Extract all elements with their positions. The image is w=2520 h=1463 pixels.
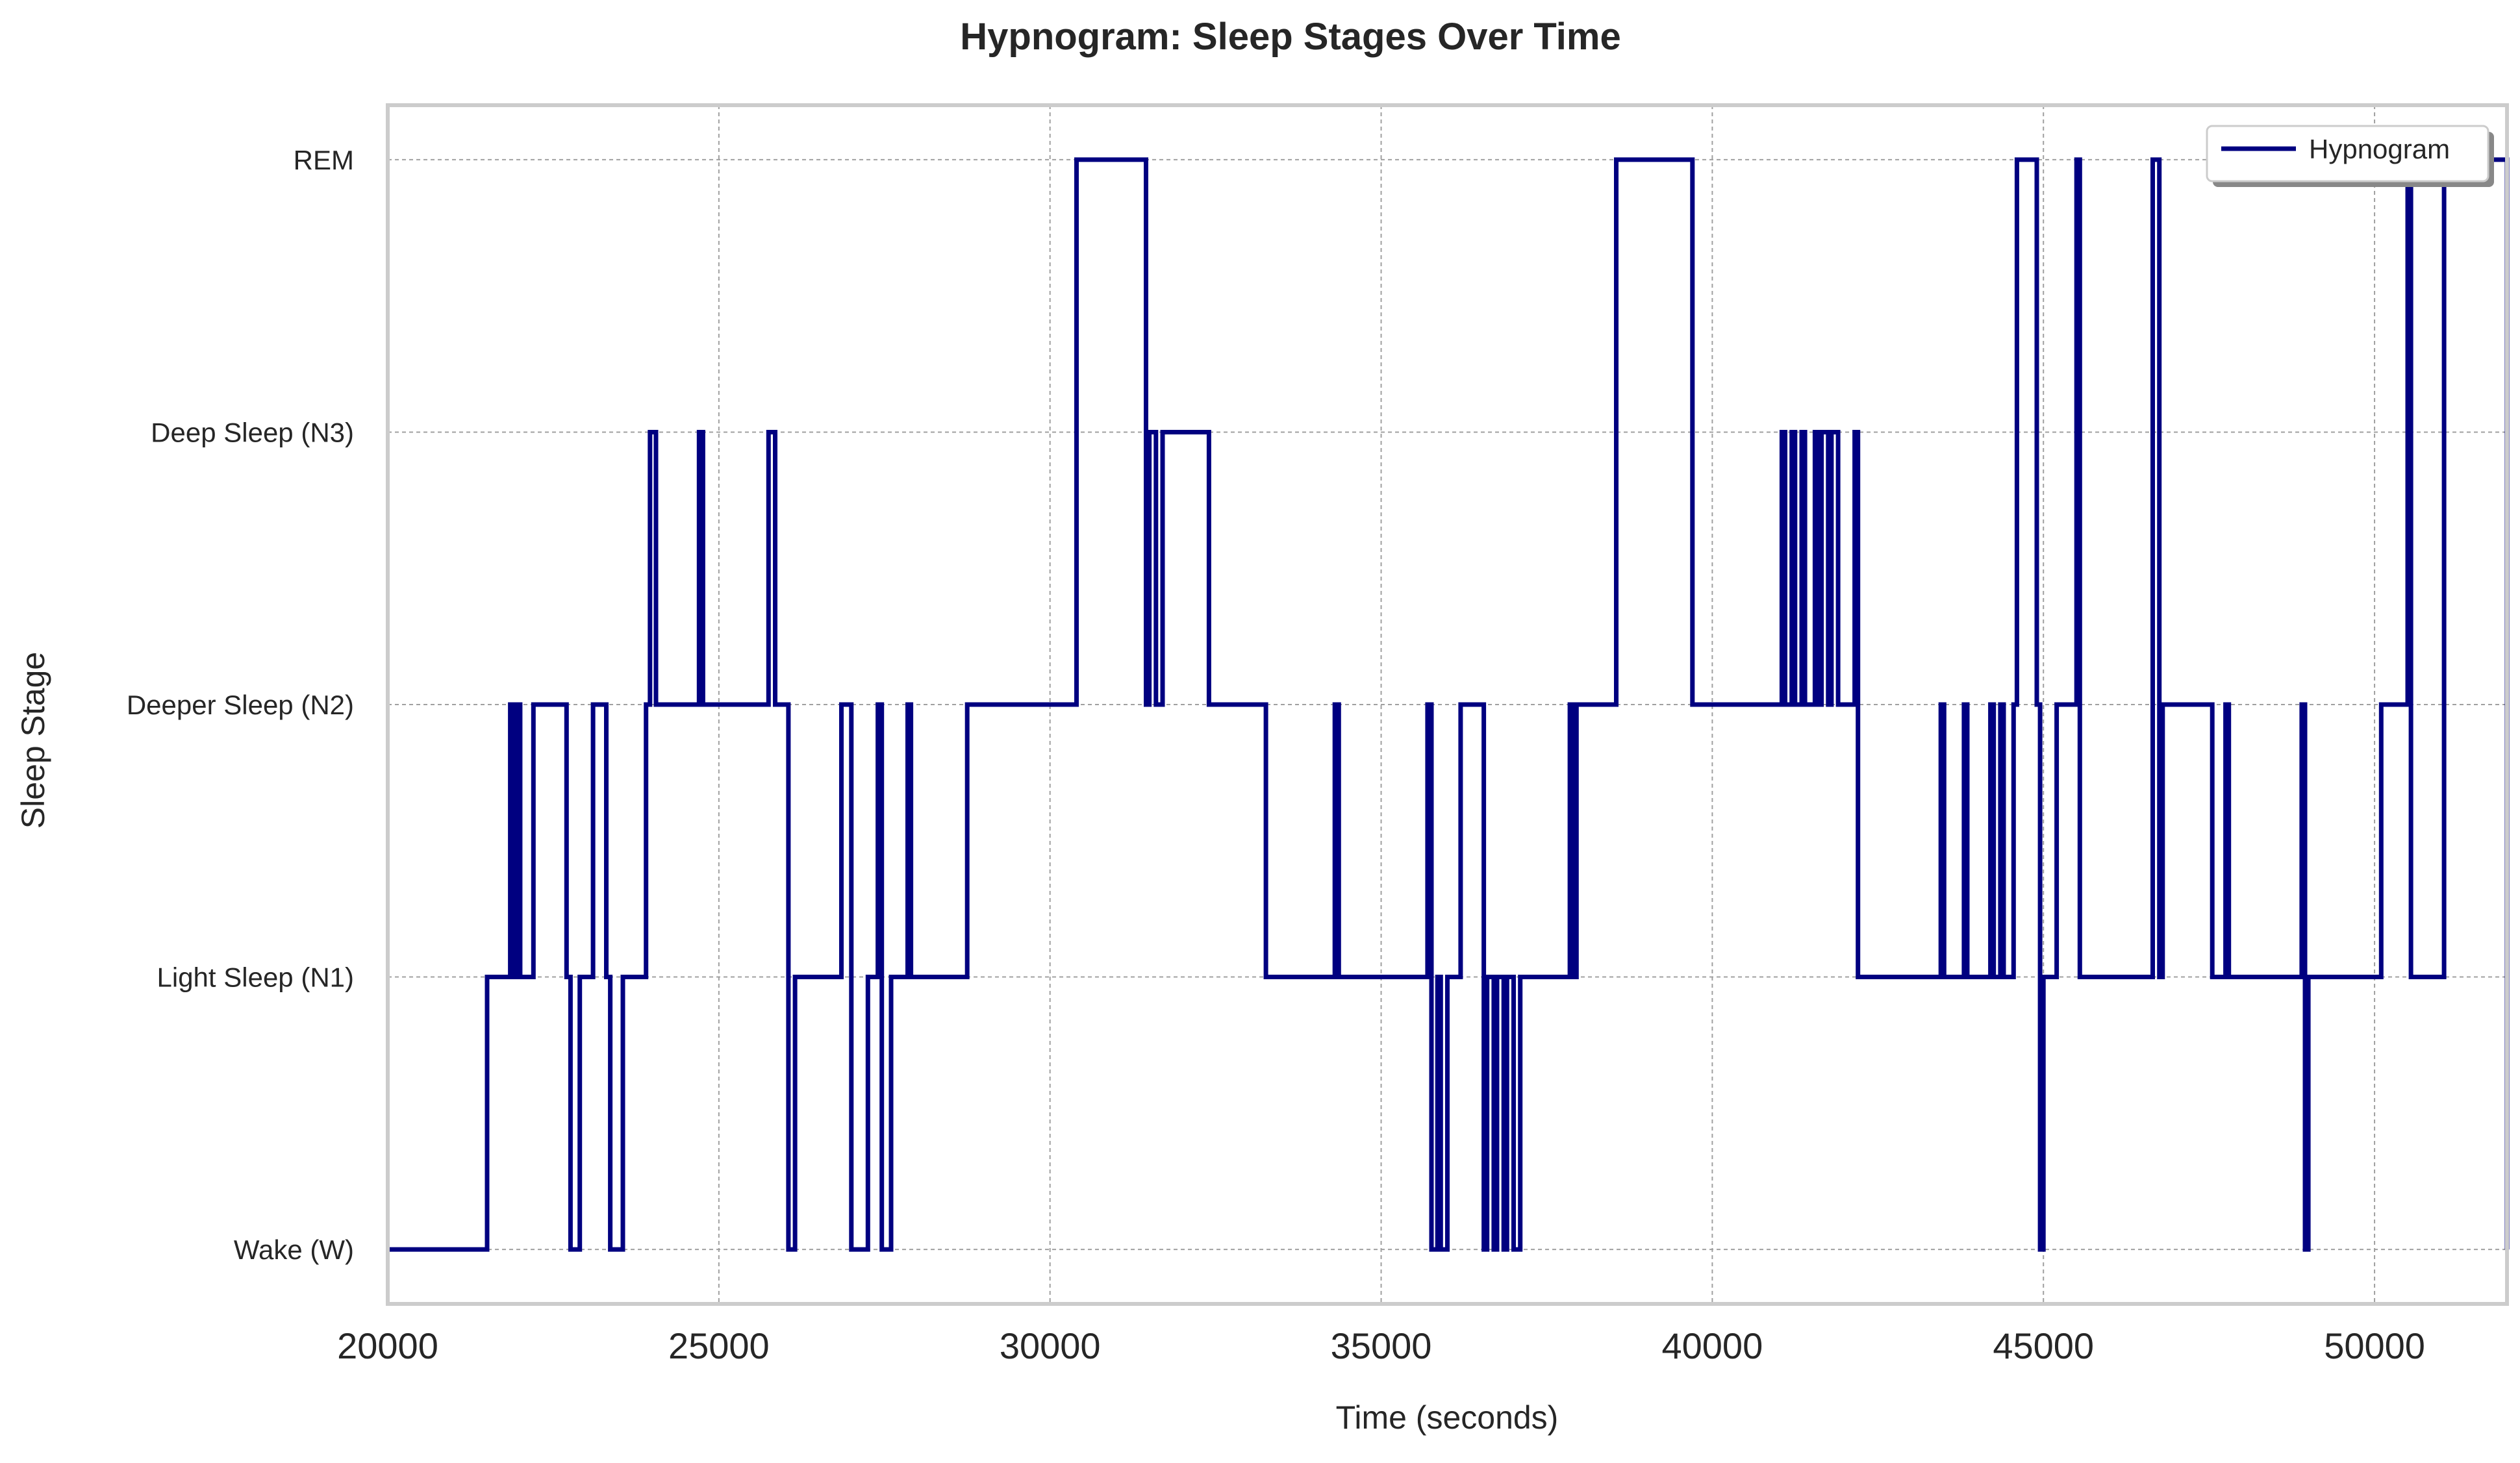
legend-box [2206, 125, 2489, 182]
x-tick-label: 40000 [1662, 1325, 1763, 1366]
x-tick-label: 25000 [668, 1325, 770, 1366]
y-axis-label: Sleep Stage [15, 652, 51, 829]
x-tick-label: 35000 [1331, 1325, 1432, 1366]
y-tick-label: Deeper Sleep (N2) [127, 690, 354, 720]
x-tick-label: 20000 [337, 1325, 438, 1366]
y-tick-labels: Wake (W) Light Sleep (N1) Deeper Sleep (N2… [127, 145, 354, 1265]
y-tick-label: Wake (W) [234, 1234, 354, 1265]
x-tick-label: 50000 [2324, 1325, 2425, 1366]
x-tick-label: 30000 [1000, 1325, 1101, 1366]
x-tick-labels: 20000 25000 30000 35000 40000 45000 50000 [337, 1325, 2425, 1366]
x-tick-label: 45000 [1993, 1325, 2094, 1366]
plot-frame [386, 103, 2509, 1306]
y-tick-label: Deep Sleep (N3) [151, 417, 354, 447]
hypnogram-series-line [388, 157, 2510, 1252]
x-axis-label: Time (seconds) [1336, 1399, 1559, 1436]
chart-title: Hypnogram: Sleep Stages Over Time [960, 16, 1621, 58]
y-tick-label: Light Sleep (N1) [157, 962, 355, 993]
y-tick-label: REM [294, 145, 354, 175]
legend-label: Hypnogram [2309, 134, 2450, 164]
series-layer [388, 157, 2510, 1252]
legend: Hypnogram [2206, 125, 2494, 187]
